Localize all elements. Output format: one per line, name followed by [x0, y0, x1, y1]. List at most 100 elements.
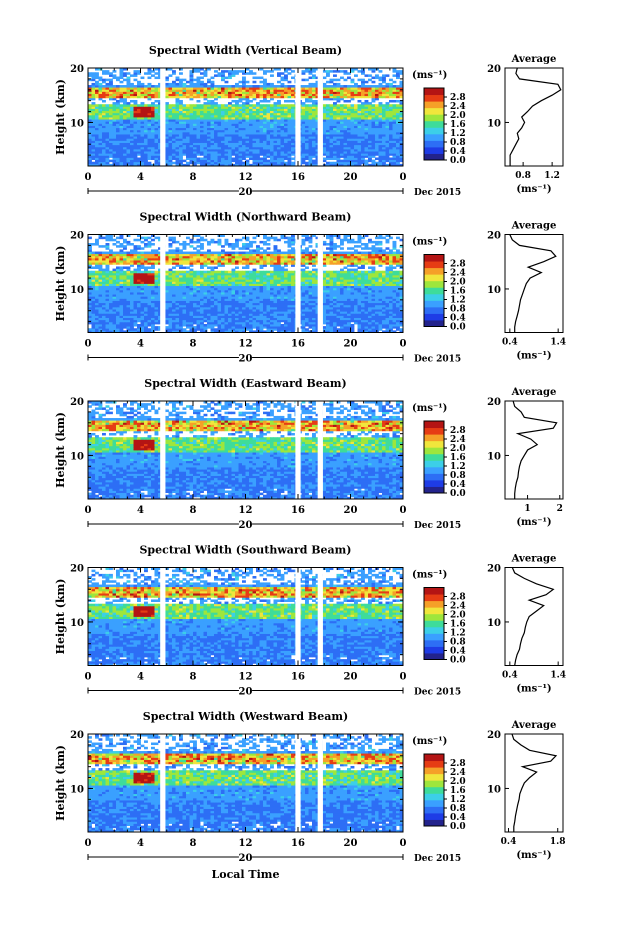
profile-x-label: (ms⁻¹): [516, 517, 551, 528]
colorbar-tick-label: 0.4: [450, 147, 466, 157]
x-tick-label: 0: [85, 172, 92, 183]
y-axis-label: Height (km): [54, 579, 67, 655]
colorbar-tick-label: 1.6: [450, 453, 466, 463]
x-tick-label: 16: [291, 505, 305, 516]
colorbar-segment: [424, 121, 444, 128]
profile-frame: [505, 734, 563, 832]
profile-x-tick-label: 0.4: [501, 837, 517, 847]
profile-title: Average: [511, 720, 557, 731]
colorbar-segment: [424, 153, 444, 160]
panel-title: Spectral Width (Northward Beam): [140, 211, 352, 224]
colorbar-tick-label: 1.2: [450, 129, 466, 139]
profile-line: [513, 401, 557, 499]
profile-x-tick-label: 0.4: [502, 671, 518, 681]
colorbar-unit: (ms⁻¹): [412, 237, 447, 248]
day-label: 20: [239, 520, 253, 531]
x-tick-label: 0: [85, 505, 92, 516]
colorbar-tick-label: 1.2: [450, 795, 466, 805]
data-gap-1: [295, 734, 300, 832]
colorbar-segment: [424, 313, 444, 320]
colorbar-segment: [424, 274, 444, 281]
colorbar-segment: [424, 454, 444, 461]
x-tick-label: 8: [190, 339, 197, 350]
profile-line: [510, 235, 556, 333]
colorbar-tick-label: 1.6: [450, 620, 466, 630]
colorbar-segment: [424, 88, 444, 95]
colorbar-tick-label: 0.0: [450, 822, 466, 832]
colorbar-segment: [424, 447, 444, 454]
colorbar-tick-label: 0.4: [450, 813, 466, 823]
colorbar-segment: [424, 281, 444, 288]
colorbar-segment: [424, 653, 444, 660]
colorbar-tick-label: 2.0: [450, 611, 466, 621]
colorbar-segment: [424, 460, 444, 467]
x-tick-label: 12: [239, 838, 253, 849]
colorbar-segment: [424, 473, 444, 480]
colorbar-segment: [424, 601, 444, 608]
colorbar-segment: [424, 800, 444, 807]
panel-title: Spectral Width (Southward Beam): [139, 544, 351, 557]
colorbar-tick-label: 0.0: [450, 489, 466, 499]
x-tick-label: 16: [291, 838, 305, 849]
colorbar-segment: [424, 787, 444, 794]
profile-frame: [505, 235, 563, 333]
x-tick-label: 0: [85, 339, 92, 350]
colorbar-segment: [424, 767, 444, 774]
colorbar-tick-label: 2.4: [450, 102, 466, 112]
colorbar-segment: [424, 754, 444, 761]
x-tick-label: 12: [239, 172, 253, 183]
colorbar-tick-label: 1.6: [450, 287, 466, 297]
day-label: 20: [239, 187, 253, 198]
colorbar-tick-label: 0.8: [450, 471, 466, 481]
colorbar-segment: [424, 127, 444, 134]
colorbar-tick-label: 0.8: [450, 305, 466, 315]
x-tick-label: 16: [291, 172, 305, 183]
x-tick-label: 4: [137, 505, 144, 516]
x-tick-label: 16: [291, 339, 305, 350]
profile-y-tick-label: 10: [487, 285, 501, 296]
colorbar-tick-label: 2.0: [450, 111, 466, 121]
x-tick-label: 8: [190, 838, 197, 849]
profile-title: Average: [511, 54, 557, 65]
profile-y-tick-label: 10: [487, 451, 501, 462]
x-axis-label: Local Time: [212, 868, 280, 881]
profile-y-tick-label: 20: [487, 64, 501, 75]
colorbar-tick-label: 2.4: [450, 435, 466, 445]
heatmap-cells: [88, 734, 403, 832]
spectral-width-figure: Spectral Width (Vertical Beam)1020Height…: [0, 0, 620, 929]
date-label: Dec 2015: [414, 854, 461, 864]
colorbar-segment: [424, 780, 444, 787]
data-gap-0: [160, 235, 165, 333]
y-axis-label: Height (km): [54, 79, 67, 155]
profile-x-tick-label: 2: [557, 504, 563, 514]
x-tick-label: 0: [400, 672, 407, 683]
profile-x-label: (ms⁻¹): [516, 184, 551, 195]
profile-frame: [505, 401, 563, 499]
y-tick-label: 20: [70, 397, 84, 408]
colorbar-segment: [424, 307, 444, 314]
x-tick-label: 0: [400, 172, 407, 183]
profile-y-tick-label: 10: [487, 784, 501, 795]
profile-x-tick-label: 1.4: [550, 338, 566, 348]
colorbar-tick-label: 2.0: [450, 444, 466, 454]
date-label: Dec 2015: [414, 355, 461, 365]
colorbar-segment: [424, 134, 444, 141]
colorbar-segment: [424, 114, 444, 121]
data-gap-2: [318, 68, 323, 166]
profile-x-tick-label: 1.8: [550, 837, 566, 847]
x-tick-label: 4: [137, 339, 144, 350]
colorbar-segment: [424, 640, 444, 647]
heatmap-cells: [88, 568, 403, 666]
x-tick-label: 4: [137, 672, 144, 683]
date-label: Dec 2015: [414, 688, 461, 698]
data-gap-0: [160, 401, 165, 499]
x-tick-label: 20: [344, 172, 358, 183]
colorbar-tick-label: 2.0: [450, 278, 466, 288]
x-tick-label: 16: [291, 672, 305, 683]
profile-title: Average: [511, 387, 557, 398]
colorbar-tick-label: 0.0: [450, 156, 466, 166]
x-tick-label: 0: [85, 672, 92, 683]
y-tick-label: 20: [70, 730, 84, 741]
colorbar-segment: [424, 806, 444, 813]
colorbar-segment: [424, 287, 444, 294]
